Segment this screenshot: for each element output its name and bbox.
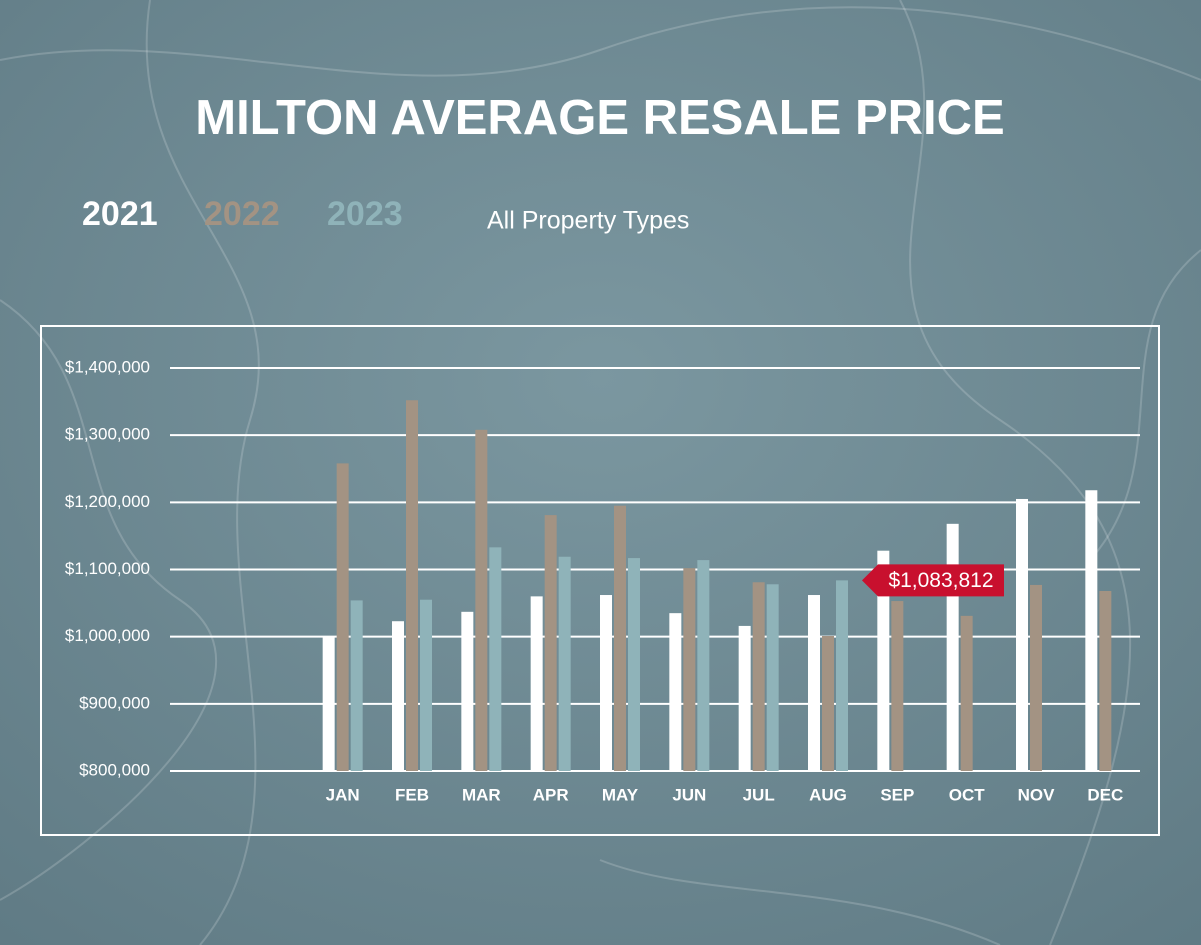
x-tick-label: JUN: [672, 785, 706, 804]
x-tick-label: AUG: [809, 785, 847, 804]
y-tick-label: $1,300,000: [65, 425, 150, 444]
y-tick-label: $1,200,000: [65, 492, 150, 511]
bar: [1030, 584, 1042, 771]
bar: [836, 580, 848, 771]
bar: [752, 582, 765, 771]
x-tick-label: DEC: [1087, 785, 1123, 804]
bar: [489, 547, 502, 771]
bar: [614, 505, 626, 771]
y-tick-label: $1,100,000: [65, 559, 150, 578]
chart-subtitle: All Property Types: [487, 207, 689, 235]
bar: [808, 595, 820, 771]
bar: [822, 635, 834, 771]
bar: [558, 556, 571, 771]
bar: [392, 621, 404, 771]
bar: [1099, 590, 1112, 771]
bar: [738, 625, 751, 771]
bar: [877, 550, 890, 771]
bar: [628, 558, 640, 771]
bar: [600, 595, 612, 771]
bar: [891, 601, 904, 771]
bar: [697, 560, 710, 771]
x-tick-label: OCT: [949, 785, 986, 804]
x-tick-label: JUL: [743, 785, 775, 804]
value-label: $1,083,812: [888, 569, 993, 592]
chart-title: MILTON AVERAGE RESALE PRICE: [195, 91, 1004, 145]
legend: 2021 2022 2023: [82, 195, 403, 233]
bar: [669, 613, 682, 771]
legend-entry: 2021: [82, 195, 158, 233]
bar: [766, 584, 779, 771]
bar: [350, 600, 363, 771]
legend-entry: 2023: [327, 195, 403, 233]
x-tick-label: APR: [533, 785, 569, 804]
bar: [420, 599, 432, 771]
bar: [461, 611, 474, 771]
y-tick-label: $900,000: [79, 693, 150, 712]
callout-shape: [862, 564, 1004, 597]
x-tick-label: FEB: [395, 785, 429, 804]
bar: [544, 515, 557, 771]
bar: [322, 635, 335, 771]
x-tick-label: MAR: [462, 785, 501, 804]
bar: [406, 400, 418, 771]
x-tick-label: SEP: [880, 785, 914, 804]
bar: [1016, 498, 1028, 771]
bar: [336, 463, 349, 771]
bar: [530, 596, 543, 771]
legend-entry: 2022: [204, 195, 280, 233]
x-tick-label: MAY: [602, 785, 639, 804]
y-tick-label: $1,400,000: [65, 357, 150, 376]
value-callout: $1,083,812: [862, 564, 1004, 597]
bar: [946, 523, 959, 771]
bar: [475, 429, 488, 771]
x-tick-label: NOV: [1018, 785, 1056, 804]
chart-frame: [40, 325, 1160, 836]
y-tick-label: $1,000,000: [65, 626, 150, 645]
bar: [960, 615, 973, 771]
x-tick-label: JAN: [326, 785, 360, 804]
bar: [683, 568, 696, 771]
bar: [1085, 490, 1098, 771]
y-tick-label: $800,000: [79, 760, 150, 779]
